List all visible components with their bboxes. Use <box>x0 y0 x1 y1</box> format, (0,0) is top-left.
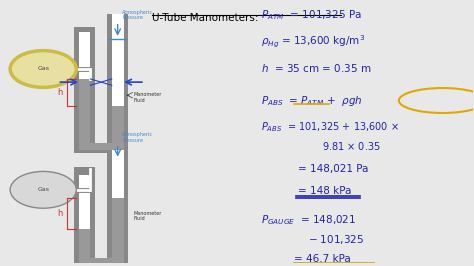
Text: U-Tube Manometers:: U-Tube Manometers: <box>152 13 258 23</box>
Text: $P_{GAUGE}$  = 148,021: $P_{GAUGE}$ = 148,021 <box>261 213 356 227</box>
Text: = 148 kPa: = 148 kPa <box>299 186 352 196</box>
Text: Manometer
Fluid: Manometer Fluid <box>133 93 162 103</box>
Text: Manometer
Fluid: Manometer Fluid <box>133 211 162 222</box>
Bar <box>79 175 91 265</box>
Circle shape <box>10 51 76 87</box>
Bar <box>107 14 128 153</box>
Bar <box>74 143 128 153</box>
Text: Atmospheric
Pressure: Atmospheric Pressure <box>122 10 154 20</box>
Text: $P_{ABS}$  = 101,325 + 13,600 $\times$: $P_{ABS}$ = 101,325 + 13,600 $\times$ <box>261 120 399 134</box>
Text: 9.81 $\times$ 0.35: 9.81 $\times$ 0.35 <box>322 140 381 152</box>
Bar <box>79 229 91 265</box>
Bar <box>112 149 124 265</box>
Text: Atmospheric
Pressure: Atmospheric Pressure <box>122 132 154 143</box>
Bar <box>79 143 124 151</box>
Text: Gas: Gas <box>37 187 49 192</box>
Bar <box>112 14 124 151</box>
Text: = 148,021 Pa: = 148,021 Pa <box>299 164 369 174</box>
Bar <box>74 168 95 266</box>
Bar <box>74 27 95 153</box>
Bar <box>79 80 91 151</box>
Bar <box>112 106 124 151</box>
Bar <box>79 143 124 151</box>
Text: $P_{ATM}$  = 101,325 Pa: $P_{ATM}$ = 101,325 Pa <box>261 8 361 22</box>
Text: h: h <box>57 209 63 218</box>
Text: $h$  = 35 cm = 0.35 m: $h$ = 35 cm = 0.35 m <box>261 62 371 74</box>
Bar <box>79 258 124 265</box>
Bar <box>107 147 128 266</box>
Text: $P_{ABS}$  = $P_{ATM}$ +  $\rho gh$: $P_{ABS}$ = $P_{ATM}$ + $\rho gh$ <box>261 94 362 107</box>
Bar <box>112 198 124 265</box>
Bar <box>79 32 91 151</box>
Text: $\rho_{Hg}$ = 13,600 kg/m$^3$: $\rho_{Hg}$ = 13,600 kg/m$^3$ <box>261 33 365 49</box>
Text: $-$ 101,325: $-$ 101,325 <box>308 233 364 246</box>
Circle shape <box>10 172 76 208</box>
Bar <box>79 258 124 265</box>
Text: h: h <box>57 88 63 97</box>
Text: Gas: Gas <box>37 66 49 72</box>
Bar <box>74 258 128 266</box>
Text: = 46.7 kPa: = 46.7 kPa <box>294 255 350 264</box>
